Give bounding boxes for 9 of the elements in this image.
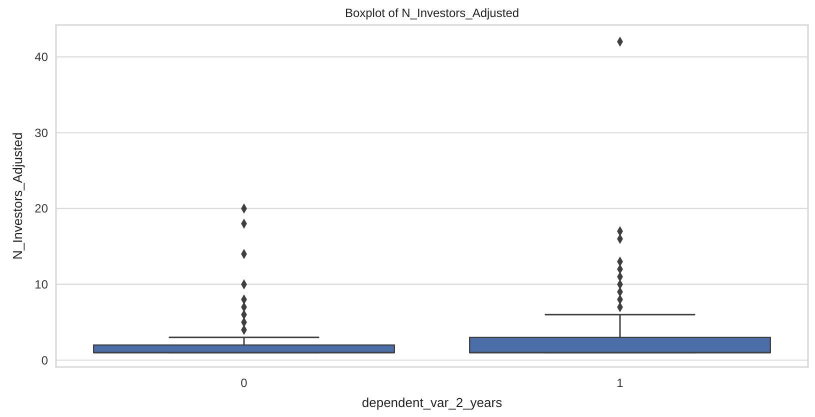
y-tick-label: 20 — [34, 202, 48, 216]
y-axis-title: N_Investors_Adjusted — [10, 132, 25, 260]
y-tick-label: 40 — [34, 50, 48, 64]
y-tick-label: 10 — [34, 278, 48, 292]
x-axis-title: dependent_var_2_years — [362, 395, 503, 410]
chart-title: Boxplot of N_Investors_Adjusted — [344, 6, 520, 20]
y-tick-label: 30 — [34, 126, 48, 140]
x-tick-label: 1 — [616, 376, 624, 390]
y-tick-label: 0 — [41, 353, 48, 368]
